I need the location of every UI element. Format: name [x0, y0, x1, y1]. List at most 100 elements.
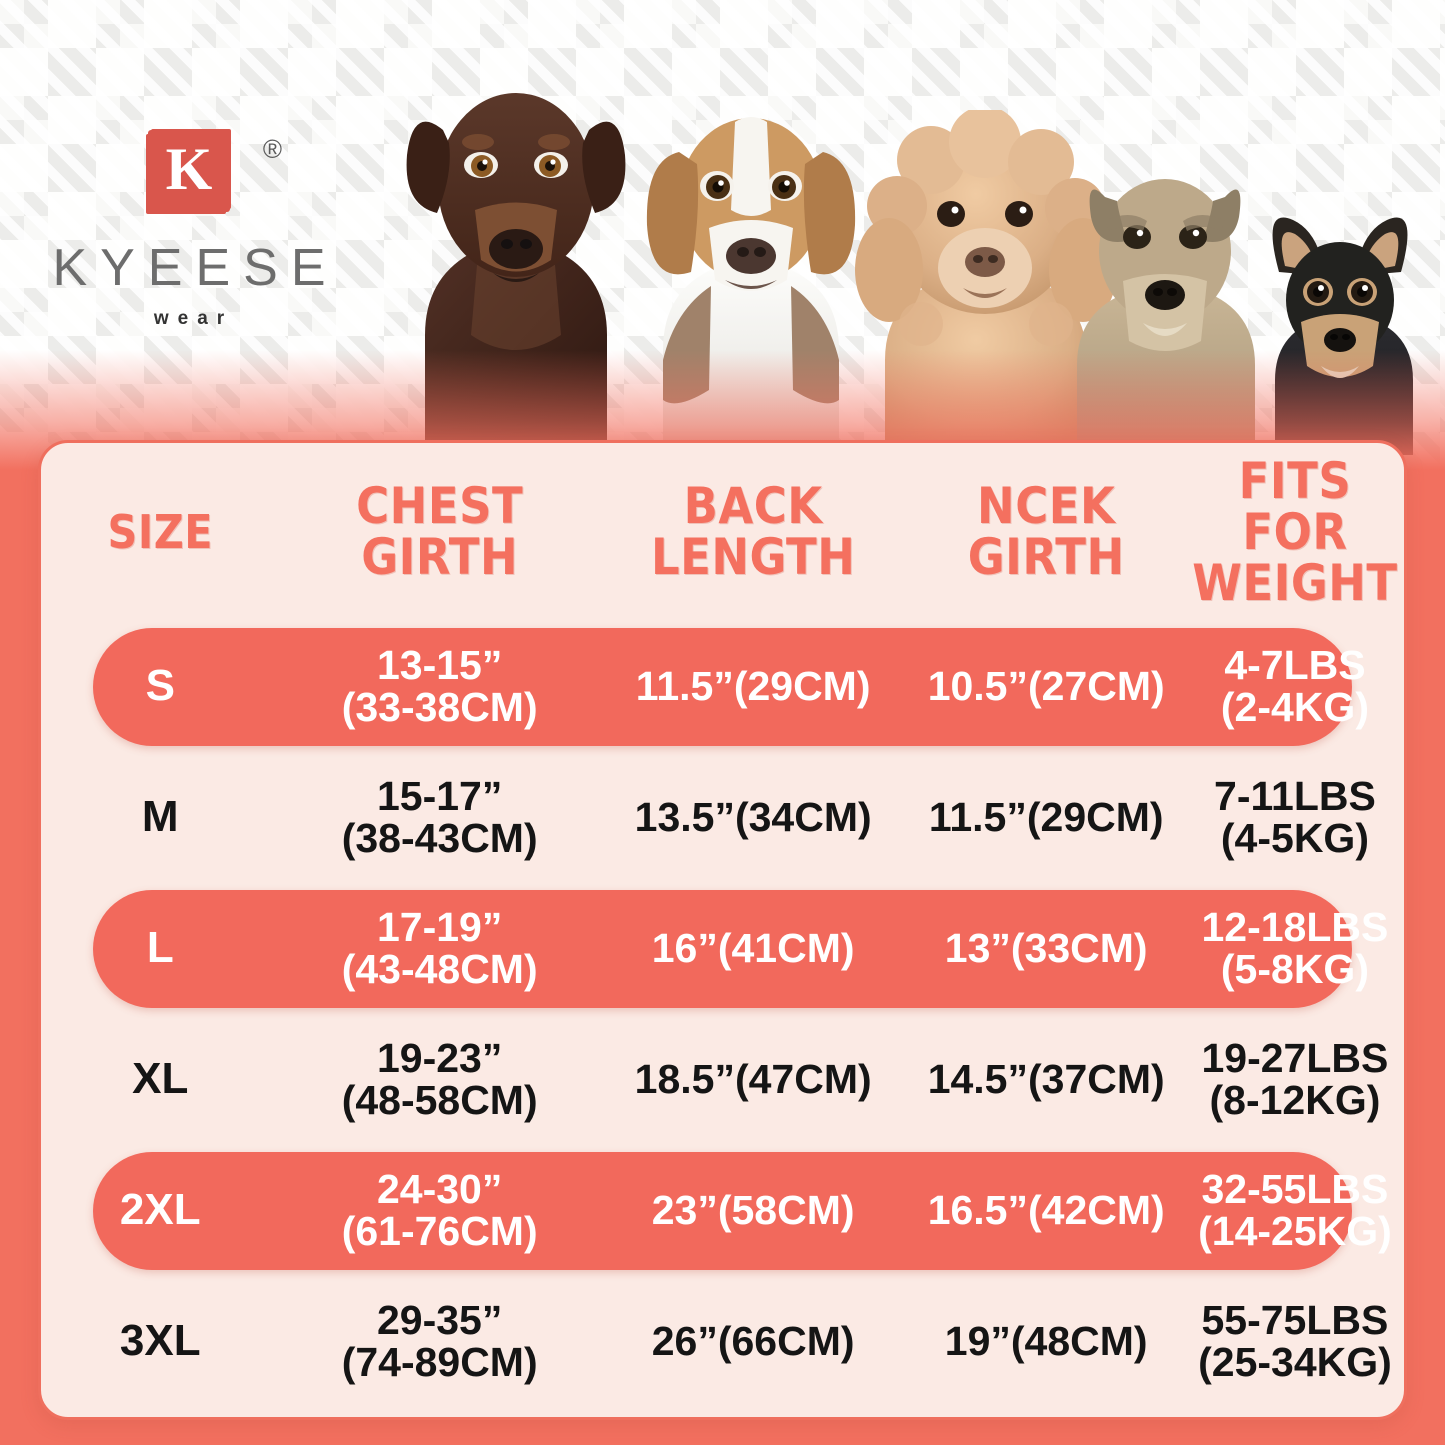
column-header-size: SIZE [41, 443, 280, 621]
header-chest-line2: GIRTH [361, 528, 519, 586]
header-neck-line2: GIRTH [967, 528, 1125, 586]
cell-back-length: 23”(58CM) [600, 1145, 907, 1276]
cell-chest-girth-value: 13-15” [376, 641, 503, 688]
cell-back-length-value: 11.5”(29CM) [635, 662, 871, 709]
cell-neck-girth: 11.5”(29CM) [906, 752, 1185, 883]
brand-name: KYEESE [52, 239, 339, 297]
table-row: S 13-15” (33-38CM) 11.5”(29CM) 10.5”(27CM) 4-… [41, 621, 1404, 752]
cell-back-length: 18.5”(47CM) [600, 1014, 907, 1145]
cell-chest-girth: 13-15” (33-38CM) [280, 621, 600, 752]
cell-chest-girth-metric: (61-76CM) [341, 1207, 538, 1254]
table-row: M 15-17” (38-43CM) 13.5”(34CM) 11.5”(29CM) 7-… [41, 752, 1404, 883]
cell-size-s: S [145, 661, 175, 711]
cell-fits-for-weight-metric: (4-5KG) [1220, 814, 1369, 861]
header-weight-line2: WEIGHT [1192, 553, 1398, 612]
cell-fits-for-weight: 32-55LBS (14-25KG) [1186, 1145, 1404, 1276]
size-chart-table: SIZE CHEST GIRTH BACK LENGTH NCEK GIRTH [41, 443, 1404, 1407]
table-row: 3XL 29-35” (74-89CM) 26”(66CM) 19”(48CM) 55-7… [41, 1276, 1404, 1407]
column-header-neck-girth: NCEK GIRTH [906, 443, 1185, 621]
cell-back-length: 11.5”(29CM) [600, 621, 907, 752]
cell-chest-girth: 29-35” (74-89CM) [280, 1276, 600, 1407]
cell-fits-for-weight: 7-11LBS (4-5KG) [1186, 752, 1404, 883]
cell-fits-for-weight-value: 19-27LBS [1201, 1034, 1389, 1081]
cell-chest-girth: 24-30” (61-76CM) [280, 1145, 600, 1276]
cell-fits-for-weight-value: 4-7LBS [1224, 641, 1366, 688]
registered-trademark-icon: ® [262, 134, 282, 164]
column-header-fits-for-weight: FITS FOR WEIGHT [1186, 443, 1404, 621]
table-row: L 17-19” (43-48CM) 16”(41CM) 13”(33CM) 12-18L… [41, 883, 1404, 1014]
cell-size-l: L [146, 923, 174, 973]
cell-neck-girth: 14.5”(37CM) [906, 1014, 1185, 1145]
cell-chest-girth: 19-23” (48-58CM) [280, 1014, 600, 1145]
cell-fits-for-weight-value: 32-55LBS [1201, 1165, 1389, 1212]
hero-banner [0, 0, 1445, 470]
table-row: XL 19-23” (48-58CM) 18.5”(47CM) 14.5”(37CM) 1… [41, 1014, 1404, 1145]
cell-neck-girth: 13”(33CM) [906, 883, 1185, 1014]
cell-neck-girth-value: 14.5”(37CM) [927, 1055, 1165, 1102]
cell-chest-girth-value: 19-23” [376, 1034, 503, 1081]
logo-letter: K [165, 136, 213, 202]
header-weight-line1: FITS FOR [1238, 451, 1352, 561]
cell-fits-for-weight: 19-27LBS (8-12KG) [1186, 1014, 1404, 1145]
cell-size-2xl: 2XL [119, 1185, 201, 1235]
cell-fits-for-weight-metric: (2-4KG) [1220, 683, 1369, 730]
cell-size-3xl: 3XL [119, 1316, 201, 1366]
table-header-row: SIZE CHEST GIRTH BACK LENGTH NCEK GIRTH [41, 443, 1404, 621]
cell-neck-girth-value: 10.5”(27CM) [927, 662, 1165, 709]
cell-fits-for-weight-value: 55-75LBS [1201, 1296, 1389, 1343]
row-highlight-pill [93, 889, 1352, 1008]
cell-chest-girth-metric: (74-89CM) [341, 1338, 538, 1385]
header-neck-line1: NCEK [977, 477, 1116, 535]
row-highlight-pill [93, 627, 1352, 746]
cell-fits-for-weight-value: 12-18LBS [1201, 903, 1389, 950]
cell-back-length-value: 13.5”(34CM) [634, 793, 872, 840]
cell-neck-girth-value: 16.5”(42CM) [927, 1186, 1165, 1233]
cell-fits-for-weight-metric: (5-8KG) [1220, 945, 1369, 992]
cell-back-length-value: 18.5”(47CM) [634, 1055, 872, 1102]
column-header-chest-girth: CHEST GIRTH [280, 443, 600, 621]
cell-fits-for-weight-metric: (8-12KG) [1209, 1076, 1381, 1123]
cell-chest-girth-value: 29-35” [376, 1296, 503, 1343]
brand-tagline: wear [153, 308, 234, 329]
logo-mark-row: K ® [148, 130, 282, 212]
cell-chest-girth: 15-17” (38-43CM) [280, 752, 600, 883]
cell-back-length-value: 16”(41CM) [651, 924, 855, 971]
header-back-line2: LENGTH [650, 528, 856, 586]
cell-neck-girth-value: 19”(48CM) [944, 1317, 1148, 1364]
cell-neck-girth: 19”(48CM) [906, 1276, 1185, 1407]
cell-back-length-value: 26”(66CM) [651, 1317, 855, 1364]
logo-k-square-icon: K [148, 130, 230, 212]
cell-fits-for-weight-metric: (25-34KG) [1198, 1338, 1392, 1385]
cell-neck-girth: 10.5”(27CM) [906, 621, 1185, 752]
row-highlight-pill [93, 1151, 1352, 1270]
column-header-back-length: BACK LENGTH [600, 443, 907, 621]
brand-logo: K ® KYEESE wear [24, 130, 354, 330]
cell-chest-girth-metric: (48-58CM) [341, 1076, 538, 1123]
cell-fits-for-weight: 4-7LBS (2-4KG) [1186, 621, 1404, 752]
cell-chest-girth-value: 24-30” [376, 1165, 503, 1212]
cell-neck-girth-value: 11.5”(29CM) [928, 793, 1164, 840]
cell-chest-girth-metric: (38-43CM) [341, 814, 538, 861]
cell-fits-for-weight-metric: (14-25KG) [1198, 1207, 1392, 1254]
cell-fits-for-weight: 55-75LBS (25-34KG) [1186, 1276, 1404, 1407]
header-size-line1: SIZE [107, 504, 213, 559]
cell-chest-girth-value: 15-17” [376, 772, 503, 819]
cell-back-length: 13.5”(34CM) [600, 752, 907, 883]
cell-neck-girth: 16.5”(42CM) [906, 1145, 1185, 1276]
cell-chest-girth-metric: (33-38CM) [341, 683, 538, 730]
cell-size-xl: XL [132, 1054, 189, 1104]
cell-back-length: 26”(66CM) [600, 1276, 907, 1407]
table-body: S 13-15” (33-38CM) 11.5”(29CM) 10.5”(27CM) 4-… [41, 621, 1404, 1407]
cell-size-m: M [141, 792, 179, 842]
cell-back-length-value: 23”(58CM) [651, 1186, 855, 1233]
cell-back-length: 16”(41CM) [600, 883, 907, 1014]
table-row: 2XL 24-30” (61-76CM) 23”(58CM) 16.5”(42CM) 32… [41, 1145, 1404, 1276]
size-chart-card: SIZE CHEST GIRTH BACK LENGTH NCEK GIRTH [38, 440, 1407, 1420]
cell-chest-girth-metric: (43-48CM) [341, 945, 538, 992]
header-chest-line1: CHEST [356, 477, 524, 535]
cell-fits-for-weight-value: 7-11LBS [1214, 772, 1376, 819]
cell-fits-for-weight: 12-18LBS (5-8KG) [1186, 883, 1404, 1014]
cell-chest-girth-value: 17-19” [376, 903, 503, 950]
cell-chest-girth: 17-19” (43-48CM) [280, 883, 600, 1014]
